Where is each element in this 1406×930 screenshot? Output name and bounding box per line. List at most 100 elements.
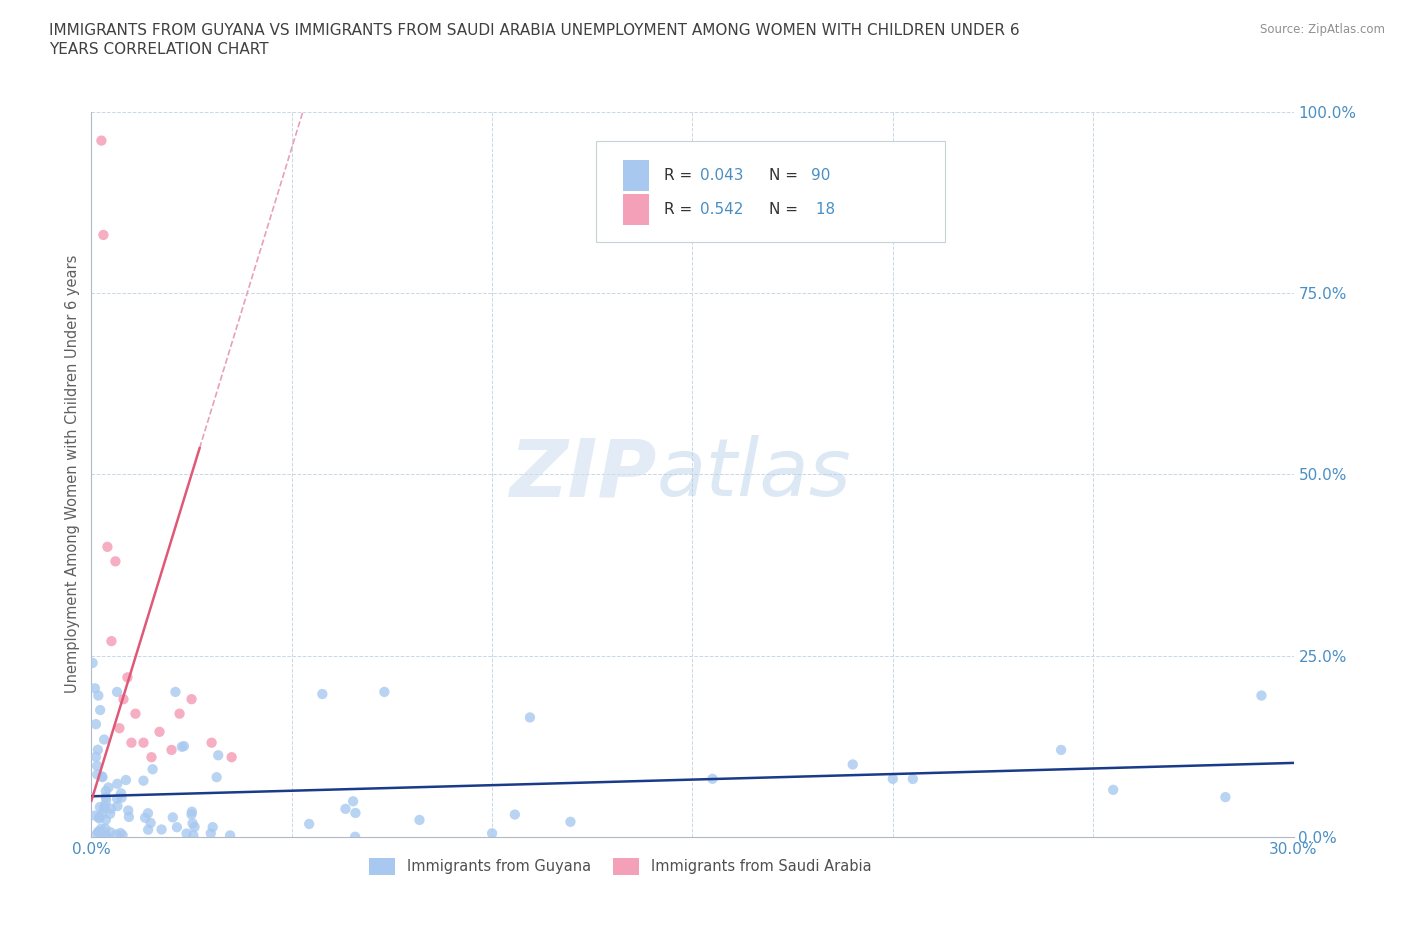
Text: N =: N = <box>769 202 803 217</box>
Point <box>87 824 110 839</box>
Point <box>136 805 159 820</box>
Point <box>107 799 129 814</box>
Point <box>105 827 128 842</box>
Text: R =: R = <box>664 202 697 217</box>
Point <box>90 821 112 836</box>
Point <box>115 773 138 788</box>
Point <box>221 750 243 764</box>
Point <box>89 800 111 815</box>
Point <box>132 736 155 751</box>
Point <box>560 815 582 830</box>
Point <box>121 736 143 751</box>
Point <box>183 819 205 834</box>
Point <box>180 692 202 707</box>
Point <box>481 826 503 841</box>
Bar <box>623 160 650 191</box>
Point <box>89 703 111 718</box>
Point <box>180 804 202 819</box>
Text: 18: 18 <box>811 202 835 217</box>
Point <box>519 710 541 724</box>
Point <box>342 794 364 809</box>
Point <box>87 688 110 703</box>
Point <box>200 826 222 841</box>
Bar <box>623 194 650 225</box>
Point <box>110 786 132 801</box>
Text: IMMIGRANTS FROM GUYANA VS IMMIGRANTS FROM SAUDI ARABIA UNEMPLOYMENT AMONG WOMEN : IMMIGRANTS FROM GUYANA VS IMMIGRANTS FRO… <box>49 23 1019 38</box>
Point <box>91 769 114 784</box>
Point <box>89 809 111 824</box>
Point <box>110 790 132 805</box>
Text: Source: ZipAtlas.com: Source: ZipAtlas.com <box>1260 23 1385 36</box>
Point <box>110 826 132 841</box>
Point <box>141 750 163 764</box>
Point <box>132 773 155 788</box>
Point <box>104 554 127 569</box>
Point <box>148 724 170 739</box>
Point <box>298 817 321 831</box>
Point <box>86 758 108 773</box>
Point <box>503 807 526 822</box>
Point <box>84 750 107 764</box>
Point <box>139 816 162 830</box>
Point <box>180 807 202 822</box>
Point <box>98 806 121 821</box>
Point <box>100 633 122 648</box>
Point <box>1250 688 1272 703</box>
Point <box>344 805 367 820</box>
Y-axis label: Unemployment Among Women with Children Under 6 years: Unemployment Among Women with Children U… <box>65 255 80 694</box>
Point <box>142 762 165 777</box>
Point <box>84 681 107 696</box>
Point <box>96 793 118 808</box>
Point <box>100 801 122 816</box>
Text: YEARS CORRELATION CHART: YEARS CORRELATION CHART <box>49 42 269 57</box>
Point <box>176 826 198 841</box>
Point <box>91 770 114 785</box>
Point <box>311 686 333 701</box>
Point <box>111 828 134 843</box>
Point <box>96 539 118 554</box>
Point <box>344 830 367 844</box>
Point <box>373 684 395 699</box>
Point <box>201 736 224 751</box>
Point <box>1050 742 1073 757</box>
Point <box>105 791 128 806</box>
Point <box>82 656 104 671</box>
Point <box>166 819 188 834</box>
Point <box>183 828 205 843</box>
Point <box>97 780 120 795</box>
Point <box>91 806 114 821</box>
Point <box>335 802 357 817</box>
Point <box>219 828 242 843</box>
Point <box>1102 782 1125 797</box>
Point <box>94 821 117 836</box>
Point <box>89 811 111 826</box>
Point <box>93 732 115 747</box>
Point <box>160 742 183 757</box>
Point <box>170 739 193 754</box>
Point <box>93 830 115 844</box>
Point <box>90 133 112 148</box>
Point <box>162 810 184 825</box>
Point <box>100 825 122 840</box>
Point <box>882 771 904 786</box>
Point <box>105 777 128 791</box>
Point <box>118 809 141 824</box>
Text: 0.043: 0.043 <box>700 168 744 183</box>
Point <box>901 772 924 787</box>
Text: ZIP: ZIP <box>509 435 657 513</box>
Legend: Immigrants from Guyana, Immigrants from Saudi Arabia: Immigrants from Guyana, Immigrants from … <box>363 852 877 881</box>
Text: N =: N = <box>769 168 803 183</box>
Point <box>134 810 156 825</box>
Point <box>94 812 117 827</box>
Point <box>84 808 107 823</box>
Point <box>94 798 117 813</box>
Text: 90: 90 <box>811 168 831 183</box>
Point <box>94 784 117 799</box>
Text: 0.542: 0.542 <box>700 202 742 217</box>
Point <box>105 684 128 699</box>
Point <box>117 670 139 684</box>
Point <box>408 813 430 828</box>
Point <box>87 742 110 757</box>
Point <box>87 825 110 840</box>
Point <box>201 819 224 834</box>
